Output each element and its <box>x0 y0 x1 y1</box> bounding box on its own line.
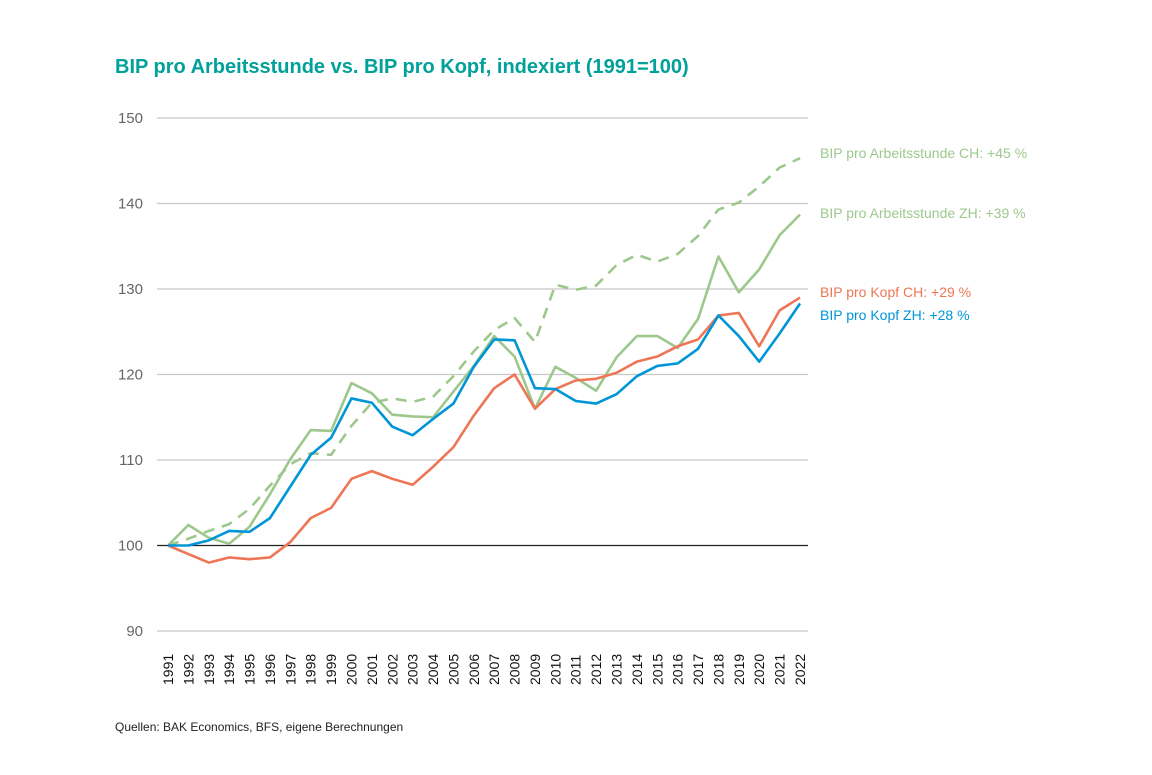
x-tick-label: 2018 <box>710 654 726 685</box>
x-tick-label: 2007 <box>486 654 502 685</box>
x-tick-label: 1997 <box>282 654 298 685</box>
x-tick-label: 1993 <box>201 654 217 685</box>
series-line <box>167 213 801 547</box>
x-tick-label: 2000 <box>343 654 359 685</box>
x-tick-label: 2008 <box>507 654 523 685</box>
x-tick-label: 1994 <box>221 654 237 685</box>
x-tick-label: 1995 <box>242 654 258 685</box>
x-tick-label: 1996 <box>262 654 278 685</box>
x-tick-label: 2021 <box>772 654 788 685</box>
series-line <box>168 302 802 547</box>
source-note: Quellen: BAK Economics, BFS, eigene Bere… <box>115 720 404 734</box>
x-tick-label: 2009 <box>527 654 543 685</box>
chart-title: BIP pro Arbeitsstunde vs. BIP pro Kopf, … <box>115 56 689 78</box>
x-tick-label: 1991 <box>160 654 176 685</box>
x-tick-label: 2001 <box>364 654 380 685</box>
series-label: BIP pro Kopf ZH: +28 % <box>820 307 970 323</box>
x-tick-label: 2011 <box>568 655 584 685</box>
x-tick-label: 2004 <box>425 654 441 685</box>
x-tick-label: 2020 <box>751 654 767 685</box>
series-label: BIP pro Kopf CH: +29 % <box>820 284 971 300</box>
x-tick-label: 2019 <box>731 654 747 685</box>
y-tick-label: 90 <box>126 623 143 640</box>
y-tick-label: 140 <box>118 196 143 213</box>
series-line <box>167 296 801 564</box>
y-tick-label: 120 <box>118 367 143 384</box>
x-tick-label: 1999 <box>323 654 339 685</box>
x-tick-label: 1998 <box>303 654 319 685</box>
y-tick-label: 130 <box>118 281 143 298</box>
x-tick-label: 2015 <box>649 654 665 685</box>
series-label: BIP pro Arbeitsstunde ZH: +39 % <box>820 205 1026 221</box>
x-tick-label: 2016 <box>670 654 686 685</box>
series-line <box>167 157 801 547</box>
x-tick-label: 2006 <box>466 654 482 685</box>
x-tick-label: 2002 <box>384 654 400 685</box>
x-tick-label: 2012 <box>588 654 604 685</box>
x-tick-label: 2003 <box>405 654 421 685</box>
y-tick-label: 110 <box>119 452 143 469</box>
y-tick-label: 100 <box>118 538 143 555</box>
x-tick-label: 2010 <box>547 654 563 685</box>
x-tick-label: 2017 <box>690 654 706 685</box>
x-tick-label: 2013 <box>609 654 625 685</box>
x-tick-label: 2022 <box>792 654 808 685</box>
y-tick-label: 150 <box>118 110 143 127</box>
x-tick-label: 2005 <box>445 654 461 685</box>
series-label: BIP pro Arbeitsstunde CH: +45 % <box>820 145 1027 161</box>
x-tick-label: 2014 <box>629 654 645 685</box>
x-tick-label: 1992 <box>180 654 196 685</box>
